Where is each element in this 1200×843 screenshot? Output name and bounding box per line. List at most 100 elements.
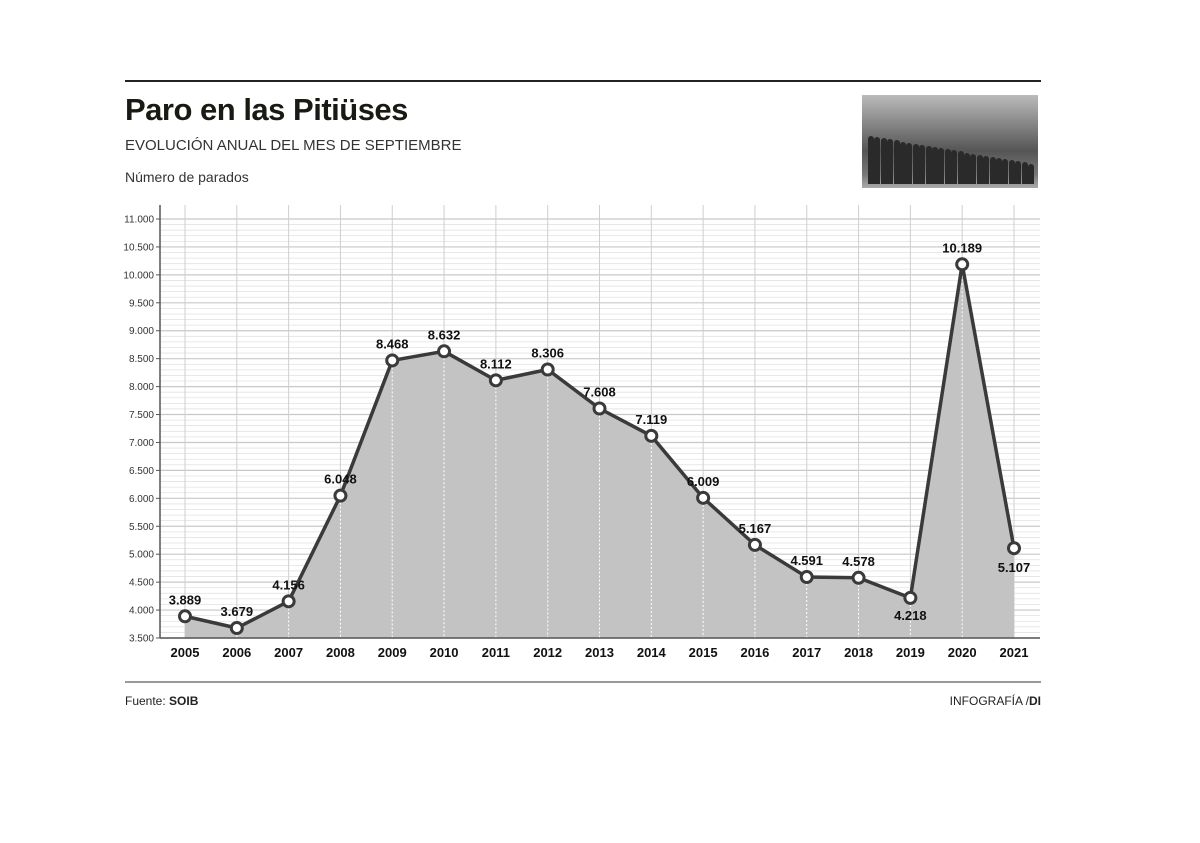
person-silhouette [874,137,881,184]
y-tick-label: 3.500 [129,634,154,645]
data-point [592,401,607,416]
data-point [1007,541,1021,556]
x-tick-label: 2008 [326,645,355,660]
x-tick-label: 2005 [171,645,200,660]
y-tick-label: 8.000 [129,382,154,393]
top-rule [125,80,1041,82]
y-tick-label: 10.000 [123,270,154,281]
x-tick-label: 2011 [482,645,510,660]
person-silhouette [1002,159,1009,184]
person-silhouette [964,152,970,184]
data-point [955,257,970,272]
data-label: 5.107 [998,560,1031,575]
x-tick-label: 2014 [637,645,667,660]
person-silhouette [919,144,926,184]
person-silhouette [983,155,990,184]
data-point [644,428,659,443]
data-point [851,570,866,585]
source-name: SOIB [169,694,199,708]
data-label: 4.156 [272,577,305,592]
person-silhouette [880,138,887,184]
data-point [178,609,192,624]
x-tick-label: 2010 [430,645,459,660]
person-silhouette [912,143,919,184]
data-point [385,353,400,368]
y-tick-label: 9.000 [129,326,154,337]
y-tick-label: 4.500 [129,578,154,589]
data-label: 8.632 [428,327,461,342]
data-point [799,570,814,585]
y-tick-label: 6.500 [129,466,154,477]
person-silhouette [938,148,945,184]
person-silhouette [1008,160,1015,184]
person-silhouette [868,136,874,184]
bottom-rule [125,681,1041,683]
chart-subtitle: EVOLUCIÓN ANUAL DEL MES DE SEPTIEMBRE [125,137,462,154]
x-tick-label: 2015 [689,645,718,660]
x-tick-label: 2021 [1000,645,1029,660]
x-tick-label: 2016 [740,645,769,660]
data-label: 3.679 [221,604,254,619]
y-tick-label: 7.500 [129,410,154,421]
person-silhouette [989,156,996,184]
data-point [437,344,452,359]
person-silhouette [1021,162,1028,184]
data-label: 3.889 [169,592,202,607]
data-point [229,620,244,635]
x-tick-label: 2007 [274,645,303,660]
y-tick-label: 7.000 [129,438,154,449]
y-tick-label: 9.500 [129,298,154,309]
y-tick-label: 10.500 [123,242,154,253]
person-silhouette [996,158,1002,184]
data-label: 8.306 [531,346,564,361]
y-tick-label: 11.000 [124,215,154,226]
data-label: 7.119 [635,412,667,427]
data-point [696,490,711,505]
x-tick-label: 2019 [896,645,925,660]
source: Fuente: SOIB [125,694,198,708]
x-tick-label: 2009 [378,645,407,660]
person-silhouette [893,140,900,184]
y-axis-label: Número de parados [125,169,249,185]
data-point [747,537,762,552]
data-label: 4.218 [894,608,927,623]
person-silhouette [976,154,983,184]
x-tick-label: 2012 [533,645,562,660]
person-silhouette [970,153,977,184]
x-tick-label: 2020 [948,645,977,660]
person-silhouette [906,142,913,184]
data-label: 6.009 [687,474,720,489]
credit-prefix: INFOGRAFÍA / [949,694,1029,708]
person-silhouette [887,139,894,184]
data-point [903,590,918,605]
queue-photo [862,95,1038,188]
data-point [540,362,555,377]
data-point [488,373,503,388]
y-tick-label: 8.500 [129,354,154,365]
x-tick-label: 2018 [844,645,873,660]
person-silhouette [944,149,951,184]
person-silhouette [925,145,932,184]
x-tick-label: 2013 [585,645,614,660]
y-tick-label: 4.000 [129,606,154,617]
chart-title: Paro en las Pitiüses [125,92,408,127]
person-silhouette [932,147,938,184]
data-label: 7.608 [583,384,616,399]
data-label: 5.167 [739,521,772,536]
y-tick-label: 6.000 [129,494,154,505]
person-silhouette [1028,163,1034,184]
person-silhouette [1015,161,1022,184]
credit: INFOGRAFÍA /DI [950,694,1041,708]
x-tick-label: 2017 [792,645,821,660]
data-point [333,488,348,503]
source-prefix: Fuente: [125,694,166,708]
data-label: 10.189 [942,240,982,255]
person-silhouette [900,141,906,184]
y-tick-label: 5.000 [129,550,154,561]
data-point [281,594,296,609]
x-tick-label: 2006 [222,645,251,660]
data-label: 8.468 [376,336,409,351]
person-silhouette [957,151,964,184]
person-silhouette [951,150,958,184]
